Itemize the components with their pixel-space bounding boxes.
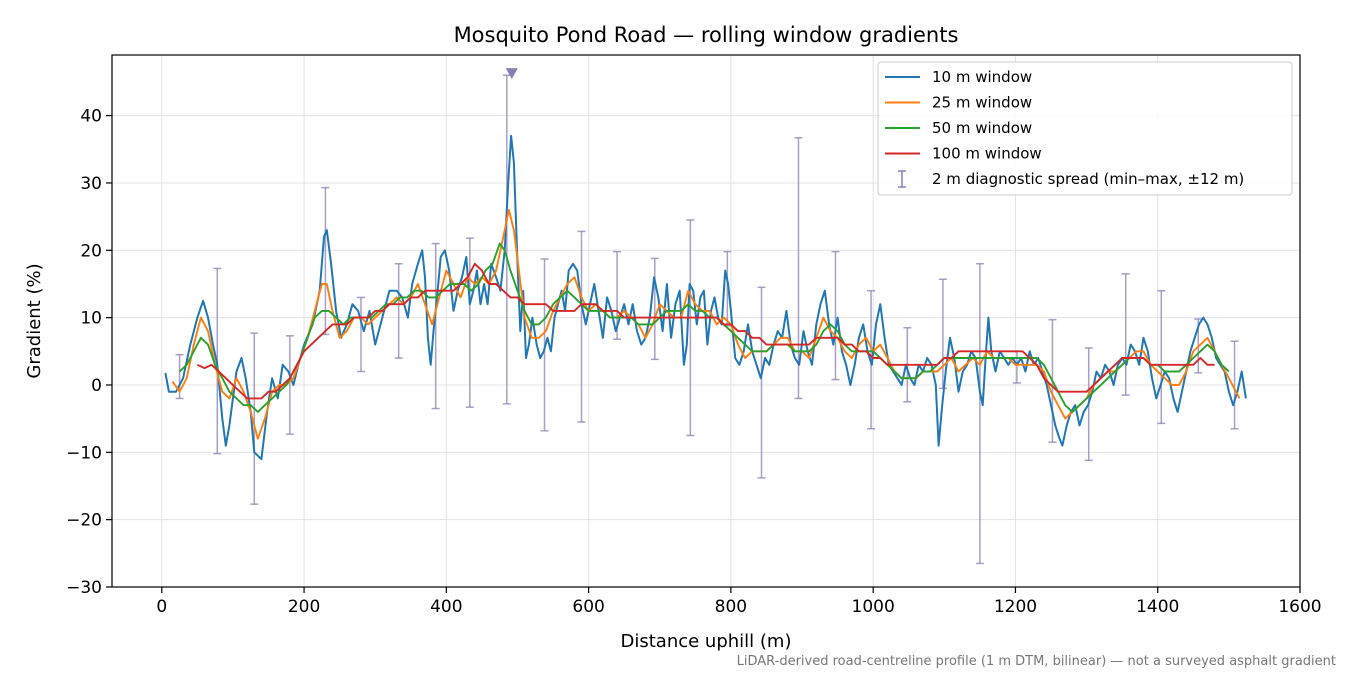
- error-bar: [356, 296, 365, 373]
- peak-marker: [505, 68, 518, 80]
- y-tick-label: 40: [80, 107, 102, 127]
- error-bar: [686, 219, 695, 437]
- y-tick-label: 0: [91, 376, 102, 396]
- legend-label: 10 m window: [932, 68, 1032, 86]
- x-tick-label: 1200: [994, 597, 1037, 617]
- legend-label: 25 m window: [932, 94, 1032, 112]
- y-tick-label: −20: [66, 511, 102, 531]
- error-bar: [431, 242, 440, 410]
- error-bar: [757, 286, 766, 479]
- legend-label: 100 m window: [932, 145, 1042, 163]
- chart-title: Mosquito Pond Road — rolling window grad…: [454, 23, 959, 47]
- error-bar: [285, 335, 294, 435]
- legend-box: [877, 61, 1293, 196]
- error-bar: [250, 332, 259, 505]
- legend-label: 50 m window: [932, 119, 1032, 137]
- error-bar: [577, 230, 586, 423]
- y-tick-label: 30: [80, 174, 102, 194]
- x-tick-label: 0: [156, 597, 167, 617]
- error-bar: [1012, 350, 1021, 384]
- error-bar: [794, 137, 803, 400]
- footnote: LiDAR-derived road-centreline profile (1…: [737, 654, 1336, 669]
- error-bar: [465, 237, 474, 408]
- error-bar: [1121, 273, 1130, 396]
- axes-frame: [111, 54, 1301, 588]
- y-axis-label: Gradient (%): [24, 263, 45, 378]
- legend-label: 2 m diagnostic spread (min–max, ±12 m): [932, 170, 1244, 188]
- error-bar: [975, 263, 984, 565]
- x-tick-label: 1400: [1136, 597, 1179, 617]
- error-bar: [1157, 289, 1166, 425]
- y-axis-ticks: −30 −20 −10 0 10 20 30 40: [66, 107, 112, 598]
- x-tick-label: 400: [430, 597, 462, 617]
- error-bar: [938, 278, 947, 390]
- x-tick-label: 1600: [1278, 597, 1321, 617]
- x-axis-label: Distance uphill (m): [621, 631, 792, 652]
- y-tick-label: 10: [80, 309, 102, 329]
- series-lines: [164, 134, 1247, 461]
- error-bar: [502, 74, 511, 405]
- x-tick-label: 1000: [852, 597, 895, 617]
- error-bar: [1230, 340, 1239, 430]
- error-bar: [650, 257, 659, 361]
- legend: 10 m window 25 m window 50 m window 100 m w…: [877, 61, 1293, 196]
- annotation-markers: [505, 68, 518, 80]
- x-axis-ticks: 0 200 400 600 800 1000 1200 1400 1600: [156, 587, 1322, 617]
- y-tick-label: −10: [66, 443, 102, 463]
- x-tick-label: 800: [715, 597, 747, 617]
- error-bar: [394, 263, 403, 359]
- legend-swatch: [898, 170, 906, 188]
- y-tick-label: −30: [66, 578, 102, 598]
- error-bar: [831, 250, 840, 381]
- x-tick-label: 600: [572, 597, 604, 617]
- x-tick-label: 200: [288, 597, 320, 617]
- series-line-4: [196, 262, 1215, 400]
- y-tick-label: 20: [80, 241, 102, 261]
